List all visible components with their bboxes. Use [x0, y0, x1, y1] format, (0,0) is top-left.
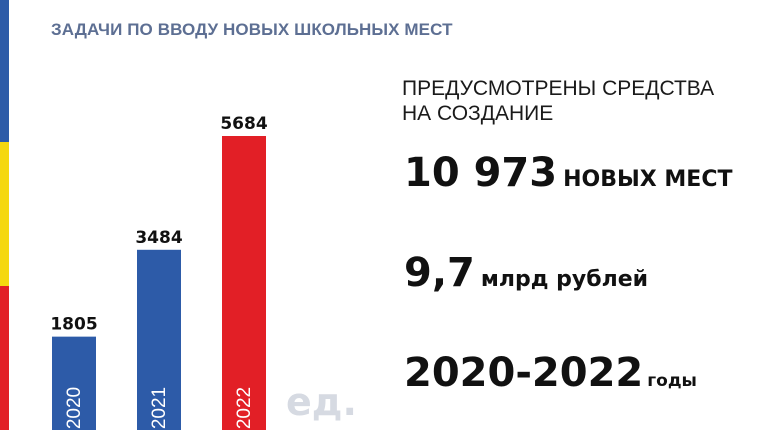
bar-value-label-2022: 5684 [220, 114, 267, 134]
funding-heading-line1: ПРЕДУСМОТРЕНЫ СРЕДСТВА [402, 77, 715, 100]
stat-funds-value: 9,7 [404, 250, 475, 296]
bar-value-label-2021: 3484 [135, 228, 182, 248]
page-title: ЗАДАЧИ ПО ВВОДУ НОВЫХ ШКОЛЬНЫХ МЕСТ [51, 20, 453, 39]
stat-funds-label: млрд рублей [480, 267, 649, 292]
stat-funds: 9,7 млрд рублей [404, 250, 648, 296]
stat-new-places-value: 10 973 [404, 150, 558, 196]
funding-heading-line2: НА СОЗДАНИЕ [402, 102, 554, 125]
flag-stripe-yellow [0, 142, 9, 286]
stat-period-label: годы [647, 371, 697, 391]
bar-category-label-2022: 2022 [234, 387, 255, 429]
bar-category-label-2020: 2020 [64, 387, 85, 429]
stat-new-places: 10 973 НОВЫХ МЕСТ [404, 150, 732, 196]
bar-2022 [222, 136, 266, 430]
stat-new-places-label: НОВЫХ МЕСТ [563, 167, 733, 192]
bar-value-label-2020: 1805 [50, 315, 97, 335]
bar-category-label-2021: 2021 [149, 387, 170, 429]
bar-2021 [137, 249, 181, 430]
bar-2020 [52, 336, 96, 430]
stat-period: 2020-2022 годы [404, 350, 697, 396]
flag-stripe-blue [0, 0, 9, 142]
flag-stripe-red [0, 286, 9, 430]
funding-heading: ПРЕДУСМОТРЕНЫ СРЕДСТВА НА СОЗДАНИЕ [402, 76, 714, 126]
stat-period-value: 2020-2022 [404, 350, 644, 396]
chart-unit-label: ед. [286, 380, 357, 424]
